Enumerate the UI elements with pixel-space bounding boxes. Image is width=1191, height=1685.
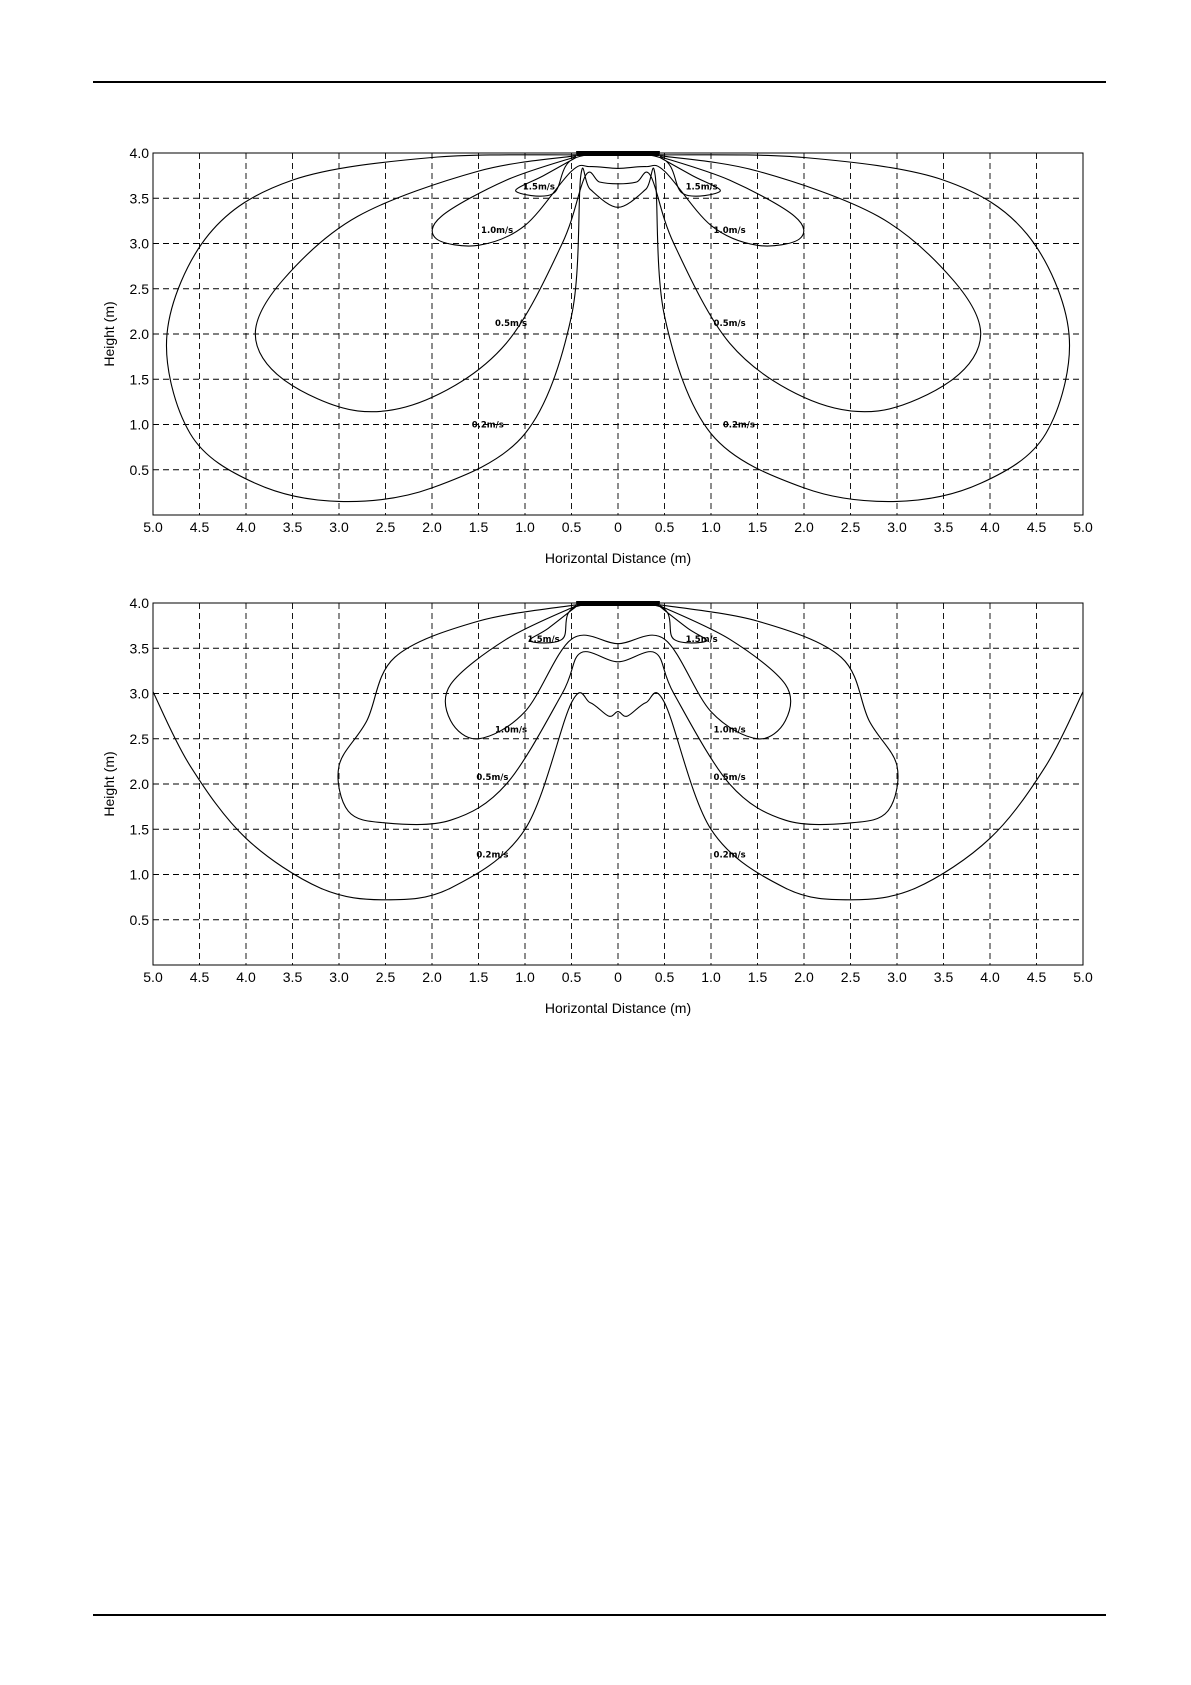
x-tick-label: 3.0: [887, 519, 907, 535]
y-tick-label: 2.5: [130, 281, 150, 297]
x-tick-label: 3.5: [934, 519, 954, 535]
velocity-contour-chart-1: 5.0 4.5 4.0 3.5 3.0 2.5 2.0 1.5 1.0 0.5 0 0.5 1.0 1.5…: [101, 145, 1093, 566]
contour-label: 0.2m/s: [476, 851, 508, 861]
contour-line: [444, 605, 792, 740]
x-tick-label: 0.5: [655, 969, 675, 985]
x-tick-label: 2.5: [841, 969, 861, 985]
x-tick-label: 1.5: [748, 519, 768, 535]
x-tick-label: 0: [614, 969, 622, 985]
x-tick-label: 5.0: [1073, 969, 1093, 985]
x-tick-label: 3.5: [283, 519, 303, 535]
contour-line: [165, 154, 1071, 503]
x-tick-label: 1.5: [469, 969, 489, 985]
x-tick-label: 3.0: [329, 969, 349, 985]
x-tick-label: 1.5: [748, 969, 768, 985]
y-tick-label: 3.5: [130, 640, 150, 656]
y-tick-label: 0.5: [130, 462, 150, 478]
contour-label: 1.0m/s: [481, 226, 513, 236]
y-tick-label: 2.0: [130, 326, 150, 342]
x-tick-label: 5.0: [143, 969, 163, 985]
x-tick-label: 2.5: [376, 519, 396, 535]
contour-label: 1.5m/s: [686, 635, 718, 645]
contour-label: 0.2m/s: [714, 851, 746, 861]
header-rule: [93, 81, 1106, 83]
x-tick-label: 4.5: [1027, 969, 1047, 985]
x-tick-label: 4.5: [1027, 519, 1047, 535]
y-tick-label: 3.5: [130, 190, 150, 206]
contour-line: [431, 156, 805, 247]
x-tick-label: 1.0: [701, 519, 721, 535]
x-tick-label: 3.5: [283, 969, 303, 985]
y-tick-label: 3.0: [130, 686, 150, 702]
contour-label: 1.5m/s: [528, 635, 560, 645]
contour-label: 0.2m/s: [723, 421, 755, 431]
x-tick-label: 2.5: [376, 969, 396, 985]
y-tick-label: 3.0: [130, 236, 150, 252]
x-tick-label: 4.0: [980, 969, 1000, 985]
x-tick-label: 2.5: [841, 519, 861, 535]
y-tick-label: 2.5: [130, 731, 150, 747]
x-tick-label: 1.0: [701, 969, 721, 985]
x-tick-label: 1.5: [469, 519, 489, 535]
y-tick-label: 1.0: [130, 867, 150, 883]
contour-label: 0.5m/s: [476, 773, 508, 783]
x-tick-label: 0.5: [562, 519, 582, 535]
y-tick-label: 2.0: [130, 776, 150, 792]
y-tick-label: 1.5: [130, 371, 150, 387]
y-tick-label: 4.0: [130, 145, 150, 161]
x-tick-label: 3.0: [887, 969, 907, 985]
x-tick-label: 2.0: [794, 519, 814, 535]
x-tick-label: 5.0: [1073, 519, 1093, 535]
x-tick-label: 2.0: [422, 519, 442, 535]
contour-line: [254, 155, 982, 413]
air-source-bar: [576, 601, 660, 606]
x-tick-label: 4.0: [236, 969, 256, 985]
x-tick-label: 4.0: [236, 519, 256, 535]
contour-label: 0.5m/s: [714, 319, 746, 329]
contour-label: 1.0m/s: [714, 226, 746, 236]
y-axis-label: Height (m): [101, 301, 117, 366]
x-tick-label: 0: [614, 519, 622, 535]
y-tick-label: 4.0: [130, 595, 150, 611]
air-source-bar: [576, 151, 660, 156]
x-tick-label: 3.5: [934, 969, 954, 985]
x-tick-label: 4.0: [980, 519, 1000, 535]
contour-label: 0.2m/s: [472, 421, 504, 431]
y-axis-label: Height (m): [101, 751, 117, 816]
contour-line: [337, 604, 899, 826]
x-tick-label: 1.0: [515, 969, 535, 985]
y-tick-label: 1.0: [130, 417, 150, 433]
x-axis-label: Horizontal Distance (m): [545, 1000, 691, 1016]
x-tick-label: 4.5: [190, 519, 210, 535]
velocity-contour-chart-2: 5.0 4.5 4.0 3.5 3.0 2.5 2.0 1.5 1.0 0.5 0 0.5 1.0 1.5…: [101, 595, 1093, 1016]
contour-label: 0.5m/s: [495, 319, 527, 329]
contour-line: [152, 691, 1084, 901]
x-axis-label: Horizontal Distance (m): [545, 550, 691, 566]
contour-label: 1.5m/s: [523, 182, 555, 192]
x-tick-label: 0.5: [562, 969, 582, 985]
y-tick-label: 1.5: [130, 821, 150, 837]
x-tick-label: 4.5: [190, 969, 210, 985]
x-tick-label: 2.0: [794, 969, 814, 985]
x-tick-label: 1.0: [515, 519, 535, 535]
footer-rule: [93, 1614, 1106, 1616]
x-tick-label: 5.0: [143, 519, 163, 535]
contour-label: 0.5m/s: [714, 773, 746, 783]
y-tick-label: 0.5: [130, 912, 150, 928]
x-tick-label: 0.5: [655, 519, 675, 535]
contour-label: 1.5m/s: [686, 182, 718, 192]
contour-label: 1.0m/s: [714, 726, 746, 736]
x-tick-label: 3.0: [329, 519, 349, 535]
contour-label: 1.0m/s: [495, 726, 527, 736]
x-tick-label: 2.0: [422, 969, 442, 985]
